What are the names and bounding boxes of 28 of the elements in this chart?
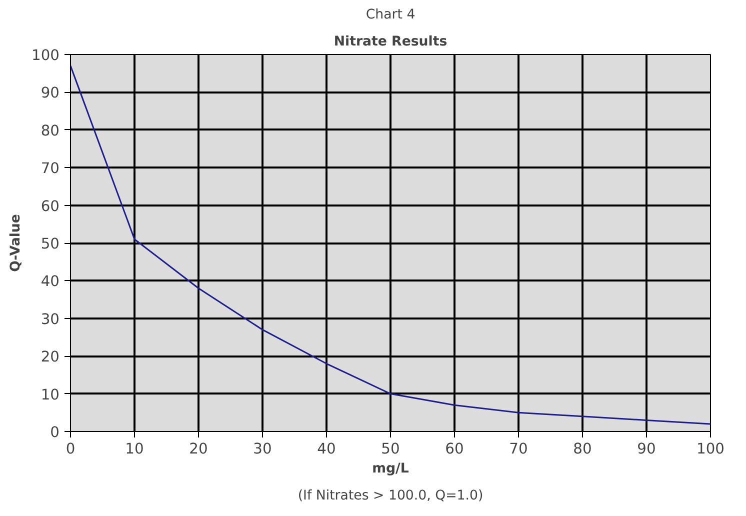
- x-tick-label: 40: [317, 440, 336, 458]
- y-tick-label: 10: [40, 386, 60, 404]
- y-tick-label: 60: [40, 198, 60, 215]
- y-tick-label: 20: [40, 348, 60, 366]
- text: (If Nitrates > 100.0, Q=1.0): [298, 488, 484, 504]
- x-tick-label: 100: [696, 440, 724, 458]
- x-tick-label: 20: [189, 440, 208, 458]
- x-tick-label: 0: [66, 440, 76, 458]
- x-tick-label: 10: [125, 440, 144, 458]
- y-axis-title: Q-Value: [8, 214, 24, 272]
- y-tick-label: 30: [40, 310, 60, 328]
- x-tick-label: 50: [381, 440, 400, 458]
- y-tick-label: 100: [32, 47, 60, 64]
- y-tick-label: 80: [40, 122, 60, 140]
- y-tick-label: 0: [50, 424, 60, 441]
- y-tick-label: 70: [40, 160, 60, 178]
- x-tick-label: 80: [573, 440, 592, 458]
- chart-subtitle: Chart 4: [366, 8, 416, 22]
- chart-title: Nitrate Results: [334, 34, 448, 50]
- x-tick-label: 60: [445, 440, 464, 458]
- x-axis-title: mg/L: [372, 462, 410, 476]
- x-tick-label: 30: [253, 440, 272, 458]
- line-series: [70, 65, 710, 425]
- x-tick-label: 70: [509, 440, 528, 458]
- y-tick-label: 50: [40, 236, 60, 252]
- y-tick-label: 90: [40, 84, 60, 102]
- y-tick-label: 40: [40, 273, 60, 290]
- x-tick-label: 90: [637, 440, 656, 458]
